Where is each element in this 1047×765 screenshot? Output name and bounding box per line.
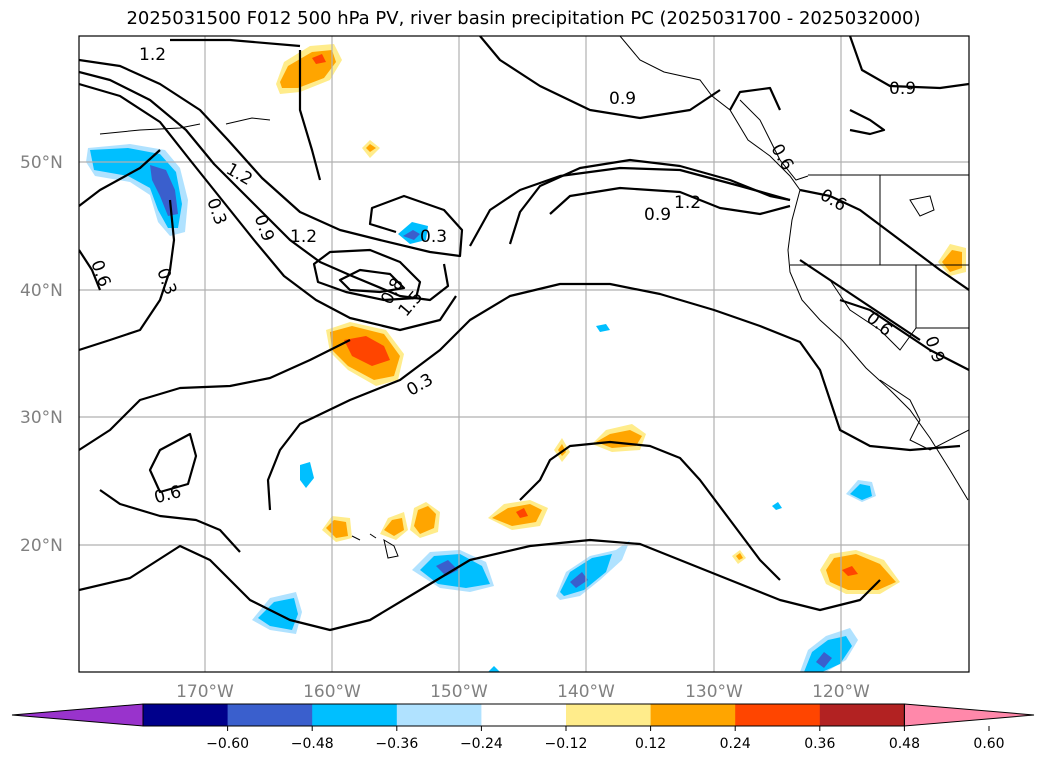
colorbar-segment [566,704,652,726]
contour-label: 0.9 [609,89,636,109]
colorbar-tick-label: 0.12 [635,736,666,752]
lon-label: 160°W [303,682,361,702]
colorbar: −0.60 −0.48 −0.36 −0.24 −0.12 0.12 0.24 0.36 0.4… [11,703,1035,752]
lon-label: 150°W [430,682,488,702]
contour-labels: 1.2 0.9 0.9 0.9 1.2 0.3 0.6 0.3 0.6 1.2 … [86,45,948,508]
lat-label: 30°N [20,408,63,428]
contour-label: 1.2 [139,45,166,65]
contour-label: 0.3 [420,227,447,247]
colorbar-segment [735,704,821,726]
colorbar-tick-label: 0.60 [973,736,1004,752]
colorbar-segment [481,704,567,726]
lon-label: 170°W [176,682,234,702]
colorbar-tick-label: −0.36 [375,736,418,752]
lon-label: 120°W [812,682,870,702]
colorbar-segment [819,704,905,726]
contour-label: 0.9 [644,205,671,225]
latitude-labels: 50°N 40°N 30°N 20°N [20,153,63,556]
colorbar-segment [312,704,398,726]
colorbar-tick-label: −0.24 [460,736,503,752]
colorbar-tick-label: −0.60 [206,736,249,752]
contour-label: 1.2 [290,227,317,247]
colorbar-tick-label: −0.12 [545,736,588,752]
contour-label: 0.9 [889,79,916,99]
colorbar-segment [227,704,313,726]
colorbar-tick-label: 0.24 [720,736,751,752]
map-background [79,36,969,672]
colorbar-segment [396,704,482,726]
colorbar-outline [142,703,905,727]
map-frame [78,35,970,673]
contour-label: 1.2 [674,193,701,213]
colorbar-extend-low [11,703,144,727]
lat-label: 20°N [20,536,63,556]
lon-label: 130°W [685,682,743,702]
colorbar-tick-label: 0.48 [889,736,920,752]
graticule [79,36,969,672]
pv-contours [79,36,969,632]
lat-label: 50°N [20,153,63,173]
map-title: 2025031500 F012 500 hPa PV, river basin … [126,8,921,29]
lon-label: 140°W [557,682,615,702]
colorbar-segment [143,704,229,726]
longitude-labels: 170°W 160°W 150°W 140°W 130°W 120°W [176,682,870,702]
lat-label: 40°N [20,281,63,301]
colorbar-tick-label: 0.36 [804,736,835,752]
colorbar-extend-high [903,703,1035,727]
colorbar-tick-label: −0.48 [291,736,334,752]
colorbar-segment [650,704,736,726]
